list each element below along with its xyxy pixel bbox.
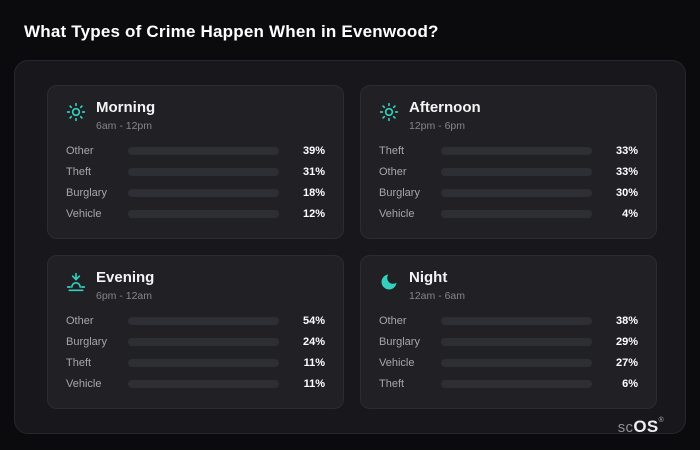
sunset-icon [66, 272, 86, 292]
crime-bar-track [441, 146, 592, 155]
card-subtitle: 6am - 12pm [96, 119, 153, 132]
crime-percent: 4% [622, 207, 638, 220]
crime-row: Vehicle 4% [379, 208, 638, 220]
card-morning-header: Morning 6am - 12pm [66, 99, 325, 132]
crime-row: Other 39% [66, 145, 325, 157]
crime-row: Burglary 24% [66, 336, 325, 348]
crime-percent: 33% [615, 165, 638, 178]
crime-label: Theft [66, 165, 92, 178]
crime-label: Vehicle [66, 377, 102, 390]
card-title: Evening [96, 269, 155, 286]
crime-row: Burglary 29% [379, 336, 638, 348]
crime-percent: 39% [302, 144, 325, 157]
crime-row: Other 33% [379, 166, 638, 178]
card-afternoon-header: Afternoon 12pm - 6pm [379, 99, 638, 132]
crime-row: Theft 33% [379, 145, 638, 157]
crime-bar-track [128, 146, 279, 155]
crime-label: Vehicle [379, 207, 415, 220]
card-morning: Morning 6am - 12pm Other 39% Theft 31% B… [47, 85, 344, 239]
crime-percent: 18% [302, 186, 325, 199]
crime-row: Theft 6% [379, 378, 638, 390]
moon-icon [379, 272, 399, 292]
crime-label: Theft [379, 144, 405, 157]
card-title: Afternoon [409, 99, 481, 116]
crime-row: Burglary 18% [66, 187, 325, 199]
registered-mark: ® [658, 417, 664, 424]
crime-bar-track [128, 337, 279, 346]
crime-label: Other [379, 314, 407, 327]
card-subtitle: 6pm - 12am [96, 289, 153, 302]
crime-row: Theft 31% [66, 166, 325, 178]
crime-label: Burglary [66, 335, 107, 348]
crime-rows: Other 38% Burglary 29% Vehicle 27% Theft… [379, 315, 638, 390]
crime-percent: 30% [615, 186, 638, 199]
crime-label: Burglary [379, 335, 420, 348]
card-subtitle: 12pm - 6pm [409, 119, 466, 132]
crime-label: Other [379, 165, 407, 178]
crime-rows: Other 54% Burglary 24% Theft 11% Vehicle… [66, 315, 325, 390]
crime-bar-track [128, 167, 279, 176]
crime-percent: 12% [302, 207, 325, 220]
crime-percent: 38% [615, 314, 638, 327]
brand-text-right: OS [633, 417, 659, 436]
crime-label: Burglary [379, 186, 420, 199]
crime-bar-track [128, 358, 279, 367]
crime-rows: Other 39% Theft 31% Burglary 18% Vehicle… [66, 145, 325, 220]
crime-label: Other [66, 144, 94, 157]
crime-bar-track [128, 188, 279, 197]
brand-logo: scOS® [618, 417, 664, 437]
stats-panel: Morning 6am - 12pm Other 39% Theft 31% B… [14, 60, 686, 434]
crime-label: Vehicle [379, 356, 415, 369]
card-evening-header: Evening 6pm - 12am [66, 269, 325, 302]
crime-bar-track [441, 188, 592, 197]
crime-label: Burglary [66, 186, 107, 199]
crime-bar-track [441, 209, 592, 218]
crime-bar-track [128, 209, 279, 218]
crime-row: Vehicle 27% [379, 357, 638, 369]
card-subtitle: 12am - 6am [409, 289, 466, 302]
card-evening: Evening 6pm - 12am Other 54% Burglary 24… [47, 255, 344, 409]
card-night: Night 12am - 6am Other 38% Burglary 29% … [360, 255, 657, 409]
crime-label: Theft [379, 377, 405, 390]
crime-row: Other 54% [66, 315, 325, 327]
brand-text-left: sc [617, 419, 634, 436]
crime-bar-track [128, 316, 279, 325]
crime-percent: 27% [615, 356, 638, 369]
card-afternoon: Afternoon 12pm - 6pm Theft 33% Other 33%… [360, 85, 657, 239]
crime-bar-track [441, 316, 592, 325]
crime-row: Vehicle 12% [66, 208, 325, 220]
crime-row: Burglary 30% [379, 187, 638, 199]
crime-percent: 11% [303, 356, 325, 369]
sun-icon [66, 102, 86, 122]
page-title: What Types of Crime Happen When in Evenw… [24, 22, 439, 41]
crime-row: Theft 11% [66, 357, 325, 369]
crime-label: Vehicle [66, 207, 102, 220]
crime-bar-track [441, 167, 592, 176]
crime-rows: Theft 33% Other 33% Burglary 30% Vehicle… [379, 145, 638, 220]
crime-percent: 11% [303, 377, 325, 390]
crime-row: Other 38% [379, 315, 638, 327]
crime-percent: 33% [615, 144, 638, 157]
crime-percent: 54% [302, 314, 325, 327]
crime-bar-track [128, 379, 279, 388]
card-night-header: Night 12am - 6am [379, 269, 638, 302]
card-title: Night [409, 269, 448, 286]
crime-percent: 6% [622, 377, 638, 390]
card-title: Morning [96, 99, 156, 116]
crime-percent: 29% [615, 335, 638, 348]
crime-label: Other [66, 314, 94, 327]
crime-label: Theft [66, 356, 92, 369]
sun-icon [379, 102, 399, 122]
crime-percent: 31% [302, 165, 325, 178]
crime-percent: 24% [302, 335, 325, 348]
crime-bar-track [441, 379, 592, 388]
crime-row: Vehicle 11% [66, 378, 325, 390]
crime-bar-track [441, 337, 592, 346]
crime-bar-track [441, 358, 592, 367]
